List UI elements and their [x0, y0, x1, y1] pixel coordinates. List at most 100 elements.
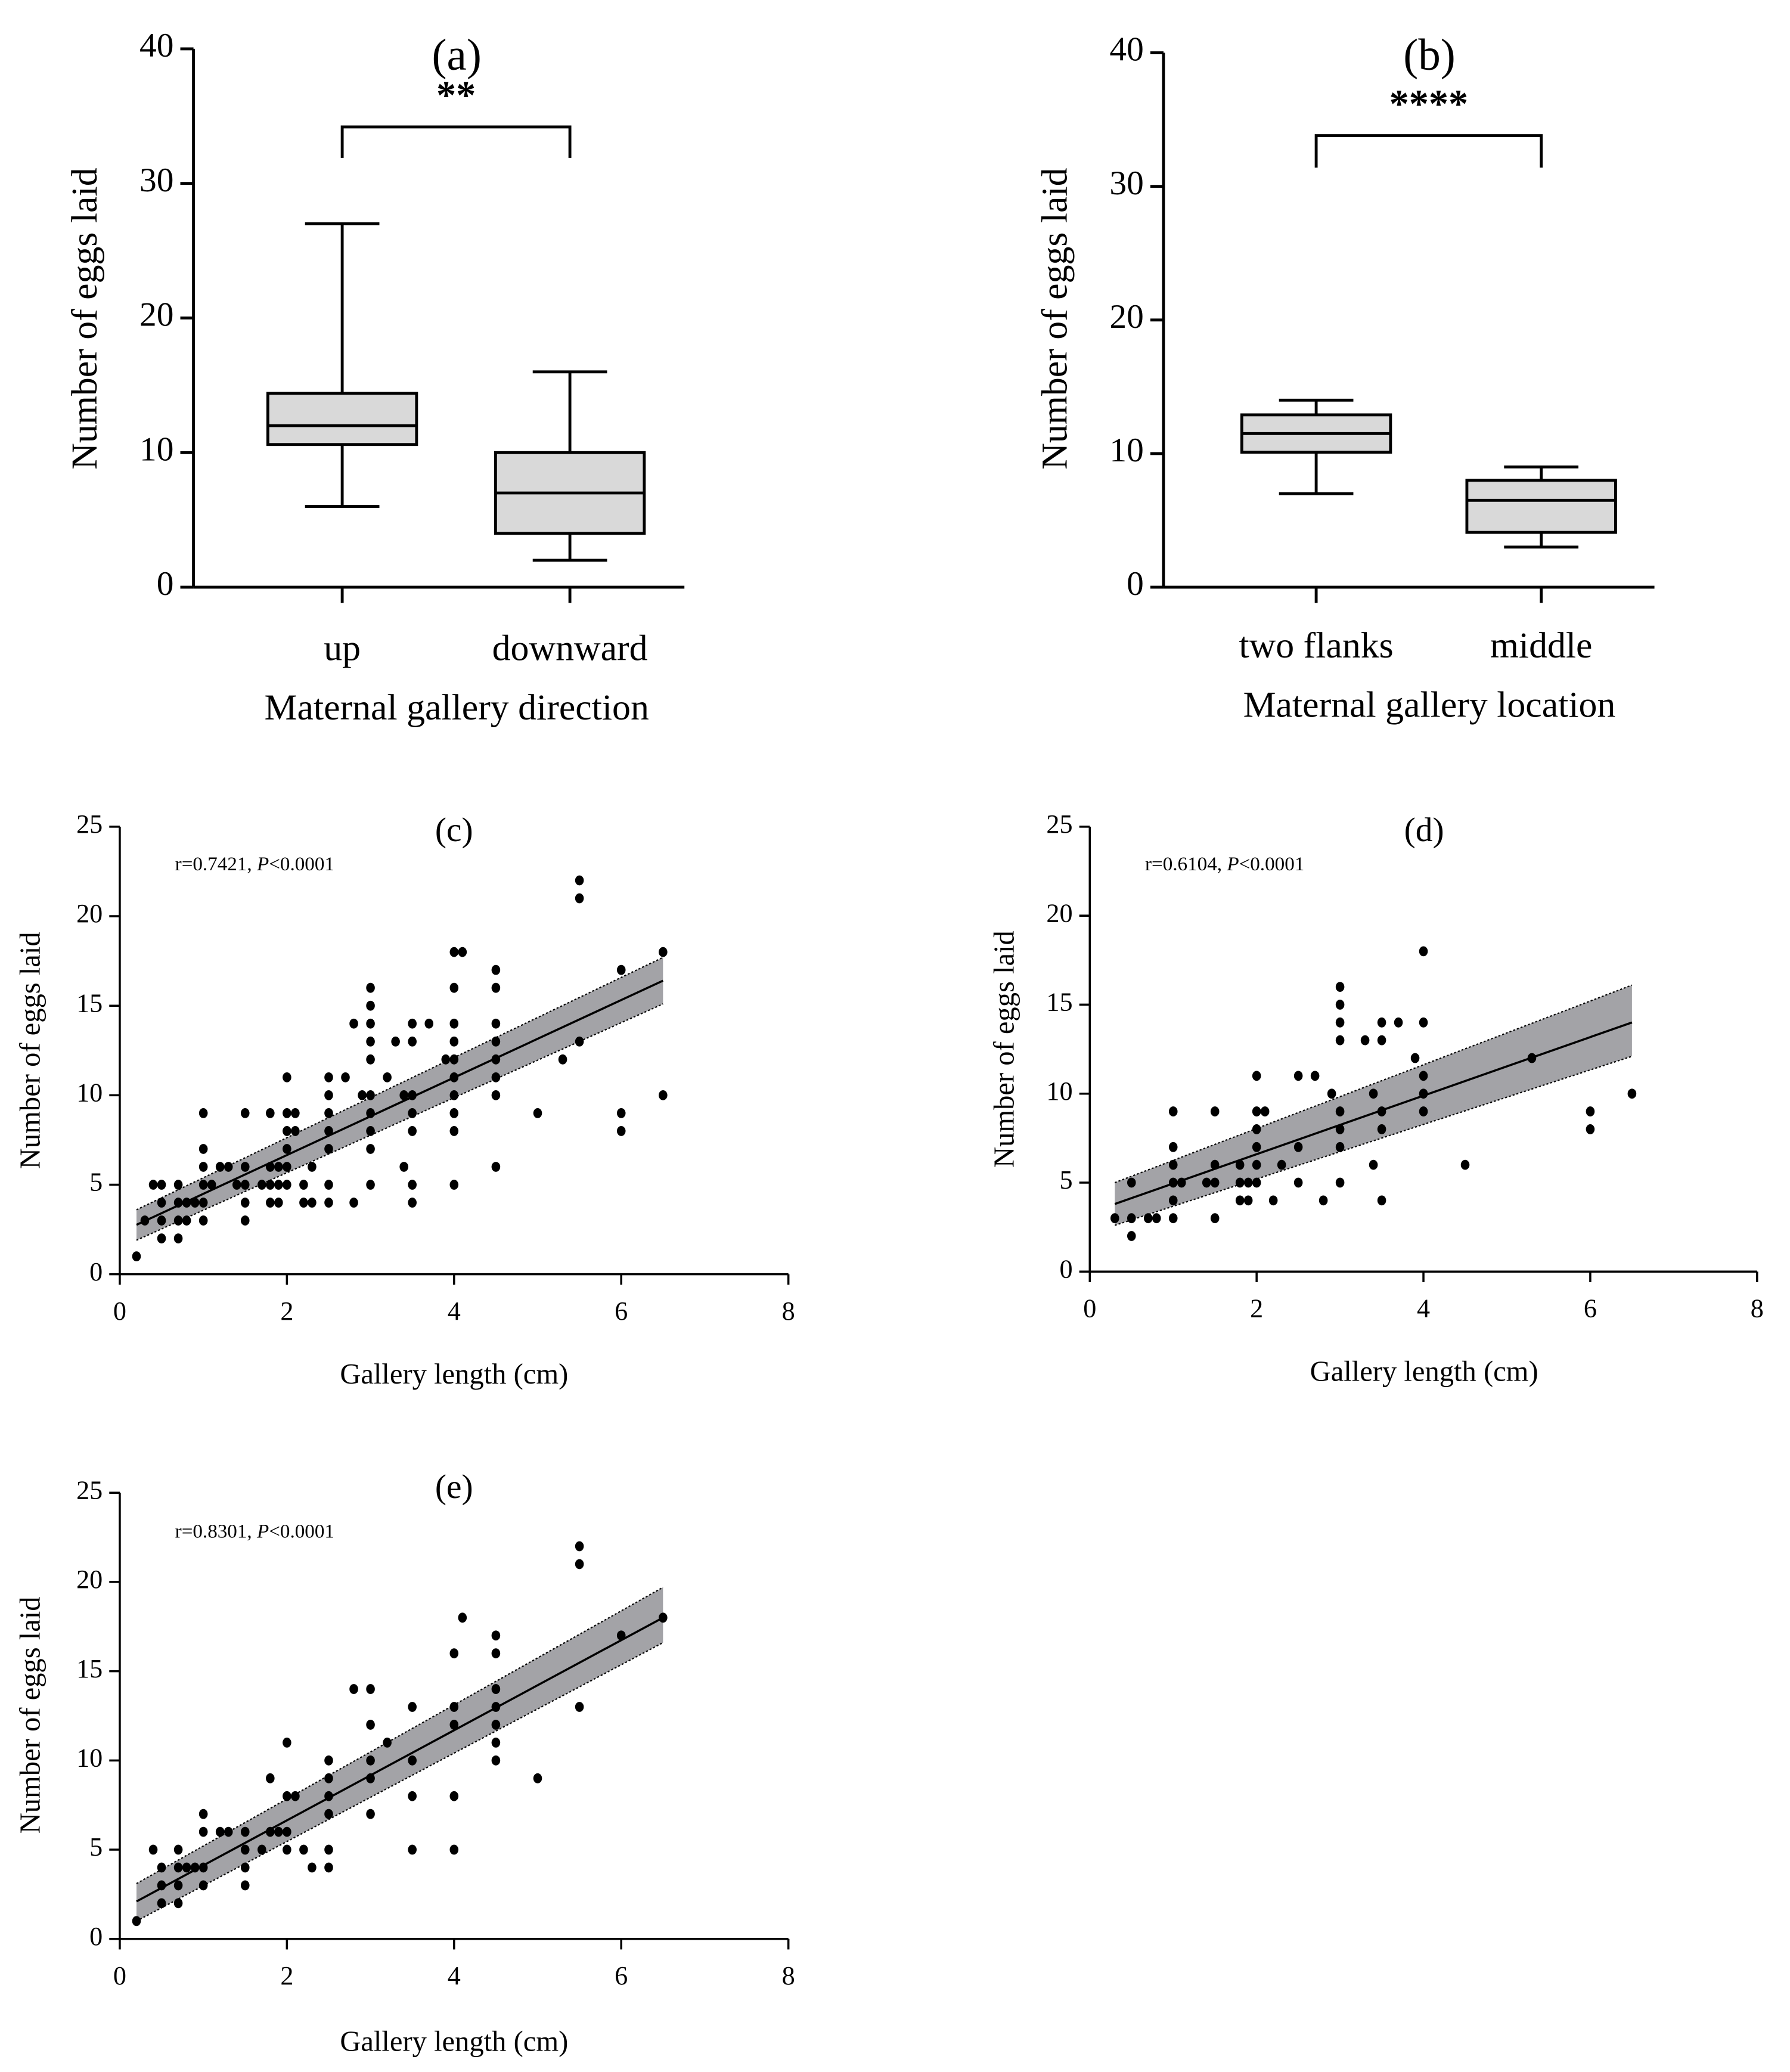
- data-point: [408, 1108, 417, 1118]
- annotation-p-value: <0.0001: [1239, 853, 1305, 875]
- data-point: [1335, 982, 1345, 992]
- data-point: [299, 1180, 308, 1190]
- data-point: [299, 1844, 308, 1855]
- data-point: [1127, 1177, 1136, 1188]
- data-point: [399, 1090, 408, 1100]
- data-point: [173, 1898, 183, 1909]
- data-point: [232, 1180, 241, 1190]
- data-point: [1243, 1195, 1253, 1206]
- data-point: [408, 1090, 417, 1100]
- y-tick-label: 20: [139, 296, 173, 334]
- data-point: [266, 1180, 275, 1190]
- annotation-p: P: [256, 1520, 269, 1542]
- data-point: [1319, 1195, 1328, 1206]
- data-point: [1377, 1035, 1386, 1046]
- data-point: [157, 1862, 166, 1873]
- panel-title: (a): [432, 30, 482, 80]
- data-point: [198, 1162, 208, 1172]
- data-point: [283, 1844, 291, 1855]
- ci-upper-line: [136, 957, 663, 1211]
- data-point: [659, 1090, 668, 1100]
- panel-b: (b) 0 10 20 30 40 Number of eggs laid Maternal …: [1034, 30, 1655, 725]
- x-tick-label: two flanks: [1239, 625, 1393, 666]
- data-point: [1277, 1159, 1286, 1170]
- data-point: [575, 1559, 584, 1569]
- confidence-band: [136, 1587, 663, 1921]
- data-point: [157, 1233, 166, 1243]
- x-tick-label: 4: [448, 1961, 461, 1990]
- data-point: [1168, 1213, 1178, 1224]
- ci-upper-line: [136, 1586, 663, 1884]
- data-point: [207, 1180, 216, 1190]
- data-point: [1243, 1177, 1253, 1188]
- data-point: [148, 1180, 158, 1190]
- data-point: [1127, 1213, 1136, 1224]
- data-point: [157, 1215, 166, 1226]
- data-point: [283, 1072, 291, 1082]
- data-point: [266, 1162, 275, 1172]
- y-tick-label: 20: [1109, 298, 1143, 336]
- y-axis-label: Number of eggs laid: [64, 168, 105, 469]
- x-tick-label: 8: [782, 1961, 795, 1990]
- annotation-p: P: [1226, 853, 1239, 875]
- data-point: [659, 1612, 668, 1623]
- data-point: [366, 1809, 375, 1819]
- data-point: [575, 875, 584, 886]
- data-point: [408, 1755, 417, 1766]
- data-point: [491, 1162, 501, 1172]
- data-point: [575, 1702, 584, 1712]
- data-point: [148, 1844, 158, 1855]
- data-point: [491, 1755, 501, 1766]
- data-point: [198, 1108, 208, 1118]
- y-axis-label: Number of eggs laid: [14, 1596, 46, 1834]
- data-point: [1360, 1035, 1370, 1046]
- data-point: [1168, 1195, 1178, 1206]
- data-point: [1310, 1071, 1320, 1081]
- data-point: [1335, 1124, 1345, 1134]
- data-point: [182, 1215, 191, 1226]
- y-axis-label: Number of eggs laid: [14, 932, 46, 1169]
- data-point: [1210, 1159, 1220, 1170]
- data-point: [1335, 1035, 1345, 1046]
- annotation-p-value: <0.0001: [269, 1520, 334, 1542]
- data-point: [1419, 946, 1428, 957]
- data-point: [157, 1198, 166, 1208]
- data-point: [157, 1898, 166, 1909]
- x-tick-label: 2: [280, 1961, 293, 1990]
- data-point: [575, 1541, 584, 1552]
- data-point: [1168, 1159, 1178, 1170]
- data-point: [240, 1862, 250, 1873]
- data-point: [383, 1737, 392, 1748]
- data-point: [291, 1126, 300, 1136]
- data-point: [1252, 1177, 1261, 1188]
- data-point: [449, 1844, 459, 1855]
- x-tick-label: 0: [113, 1961, 126, 1990]
- x-tick-label: 0: [113, 1296, 126, 1326]
- data-point: [424, 1018, 434, 1029]
- data-point: [575, 1036, 584, 1047]
- data-point: [349, 1684, 358, 1694]
- data-point: [198, 1144, 208, 1154]
- data-point: [1210, 1106, 1220, 1116]
- data-point: [366, 1126, 375, 1136]
- y-tick-label: 5: [1060, 1165, 1073, 1195]
- data-point: [366, 1090, 375, 1100]
- data-point: [458, 947, 467, 957]
- y-axis-label: Number of eggs laid: [1034, 168, 1075, 469]
- data-point: [449, 1090, 459, 1100]
- data-point: [240, 1108, 250, 1118]
- data-point: [266, 1773, 275, 1783]
- data-point: [491, 1720, 501, 1730]
- data-point: [449, 1720, 459, 1730]
- data-point: [408, 1702, 417, 1712]
- data-point: [173, 1844, 183, 1855]
- regression-line: [1114, 1021, 1633, 1205]
- data-point: [1252, 1106, 1261, 1116]
- data-point: [173, 1233, 183, 1243]
- annotation-p: P: [256, 853, 269, 875]
- data-point: [575, 893, 584, 904]
- data-point: [458, 1612, 467, 1623]
- data-point: [449, 1702, 459, 1712]
